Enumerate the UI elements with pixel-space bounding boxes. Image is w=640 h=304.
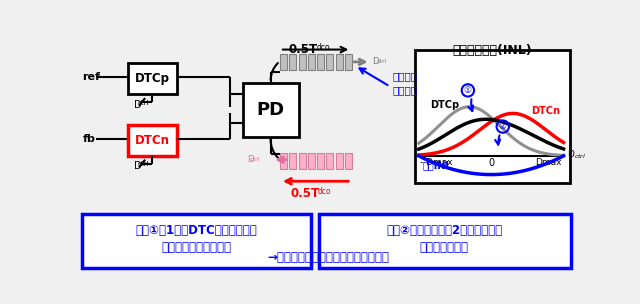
Text: ctrl: ctrl — [250, 157, 260, 162]
Text: 遅延範囲が半分になる: 遅延範囲が半分になる — [161, 241, 231, 254]
Text: DTCp: DTCp — [134, 72, 170, 85]
Text: Dmax: Dmax — [536, 158, 562, 167]
Bar — [317, 153, 324, 169]
Text: DTCn: DTCn — [134, 134, 170, 147]
Text: 0: 0 — [488, 158, 494, 168]
Text: ctrl: ctrl — [138, 161, 150, 167]
Bar — [128, 125, 177, 156]
Text: ctrl: ctrl — [377, 59, 387, 64]
Bar — [298, 54, 305, 70]
Bar — [308, 54, 315, 70]
Bar — [317, 54, 324, 70]
Text: - Dmax: - Dmax — [420, 158, 453, 167]
Text: 自己キャンセル: 自己キャンセル — [420, 241, 468, 254]
Bar — [128, 64, 177, 94]
Text: fb: fb — [83, 134, 95, 144]
Text: D: D — [372, 57, 379, 66]
Text: ref: ref — [83, 71, 100, 81]
Text: D: D — [134, 161, 142, 171]
Text: 利点①：1つのDTCがカバーする: 利点①：1つのDTCがカバーする — [136, 224, 257, 237]
Text: ctrl: ctrl — [138, 100, 150, 105]
Bar — [345, 153, 352, 169]
Text: 利点②：差動により2次非線形性を: 利点②：差動により2次非線形性を — [386, 224, 502, 237]
Bar — [289, 54, 296, 70]
Bar — [415, 50, 570, 183]
Bar — [326, 153, 333, 169]
Text: DTCp: DTCp — [430, 100, 460, 110]
Text: 時間的な
疦似差動: 時間的な 疦似差動 — [392, 71, 417, 95]
Text: dco: dco — [316, 43, 330, 52]
Text: 0.5T: 0.5T — [289, 43, 318, 56]
FancyBboxPatch shape — [319, 214, 572, 268]
Bar — [280, 54, 287, 70]
FancyBboxPatch shape — [83, 214, 311, 268]
Bar — [289, 153, 296, 169]
Bar — [298, 153, 305, 169]
Text: DTCn: DTCn — [531, 106, 560, 116]
Bar — [243, 83, 298, 136]
Text: 0.5T: 0.5T — [290, 187, 319, 200]
Bar — [308, 153, 315, 169]
Bar — [326, 54, 333, 70]
Text: ①: ① — [464, 86, 472, 95]
Text: D$_{ctrl}$: D$_{ctrl}$ — [566, 148, 586, 161]
Text: D: D — [134, 100, 142, 110]
Bar — [336, 153, 343, 169]
Text: ②: ② — [499, 122, 507, 131]
Text: PD: PD — [257, 101, 285, 119]
Bar — [280, 153, 287, 169]
Text: dco: dco — [318, 187, 332, 196]
Text: 積分非直線性(INL): 積分非直線性(INL) — [452, 44, 532, 57]
Text: →積分非直線性（誤差）が大幅に低減: →積分非直線性（誤差）が大幅に低減 — [267, 251, 389, 264]
Bar — [336, 54, 343, 70]
Text: D: D — [248, 155, 254, 164]
Text: 全体INL: 全体INL — [422, 160, 452, 170]
Bar — [345, 54, 352, 70]
